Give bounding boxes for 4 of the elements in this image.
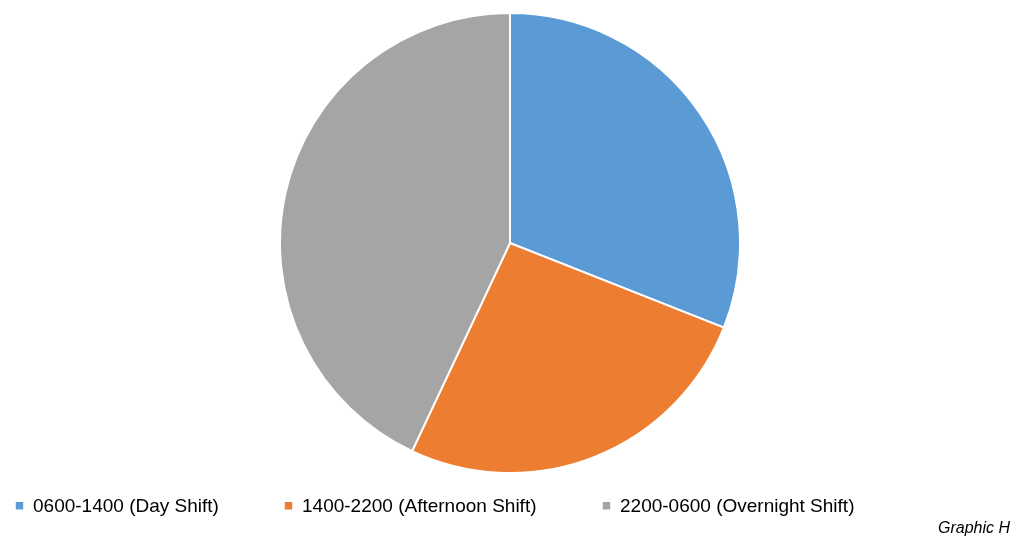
legend-label: 1400-2200 (Afternoon Shift) (302, 494, 537, 516)
legend-label: 2200-0600 (Overnight Shift) (620, 494, 855, 516)
text: Graphic H (937, 519, 1011, 536)
legend-label: 0600-1400 (Day Shift) (33, 494, 219, 516)
